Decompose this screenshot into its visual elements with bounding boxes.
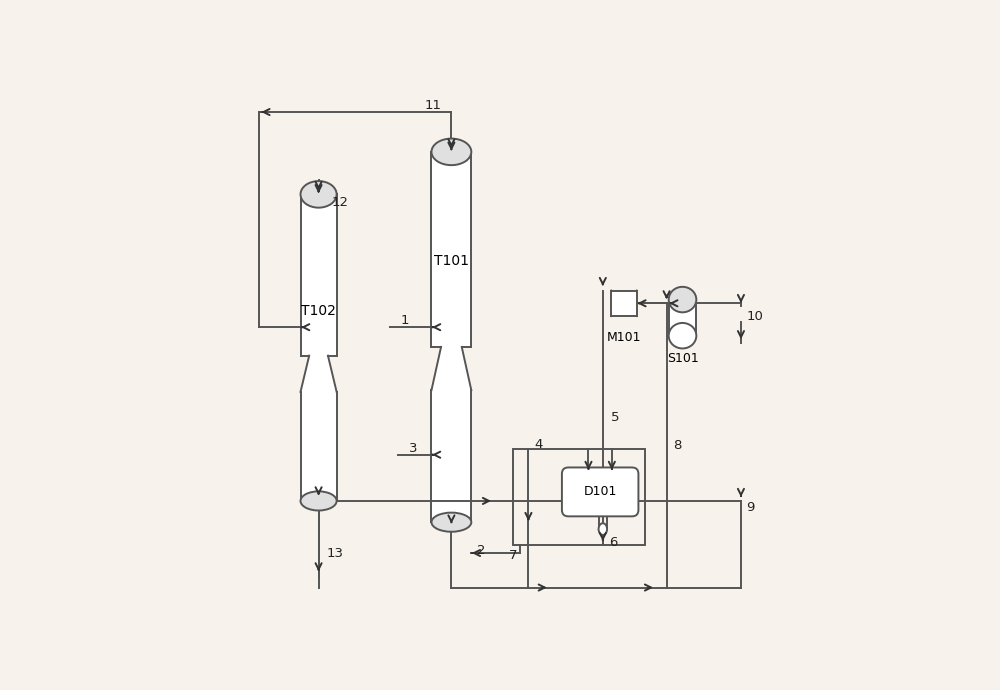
Polygon shape: [301, 195, 337, 355]
Text: 2: 2: [477, 544, 485, 557]
Text: S101: S101: [667, 352, 698, 364]
Ellipse shape: [669, 323, 696, 348]
Polygon shape: [431, 152, 471, 347]
Bar: [669, 299, 696, 336]
Text: 10: 10: [746, 310, 763, 323]
Text: T102: T102: [301, 304, 336, 318]
Text: 7: 7: [509, 549, 518, 562]
Ellipse shape: [431, 139, 471, 165]
Text: 11: 11: [424, 99, 441, 112]
Ellipse shape: [669, 287, 696, 313]
Bar: [512, 449, 645, 545]
Text: 4: 4: [535, 437, 543, 451]
Text: 9: 9: [746, 502, 755, 514]
Polygon shape: [431, 347, 471, 522]
Text: D101: D101: [583, 485, 617, 498]
Polygon shape: [301, 355, 337, 501]
FancyBboxPatch shape: [562, 467, 638, 516]
Ellipse shape: [301, 181, 337, 208]
Text: T101: T101: [434, 254, 469, 268]
Text: 6: 6: [609, 536, 618, 549]
Text: 3: 3: [409, 442, 417, 455]
Text: 1: 1: [401, 315, 409, 327]
Text: M101: M101: [607, 331, 641, 344]
Text: 8: 8: [673, 439, 681, 452]
Text: 12: 12: [332, 196, 349, 209]
Ellipse shape: [301, 491, 337, 511]
Text: 13: 13: [327, 546, 344, 560]
Ellipse shape: [431, 513, 471, 532]
Text: 5: 5: [611, 411, 619, 424]
Ellipse shape: [599, 523, 607, 535]
Bar: [611, 290, 637, 316]
